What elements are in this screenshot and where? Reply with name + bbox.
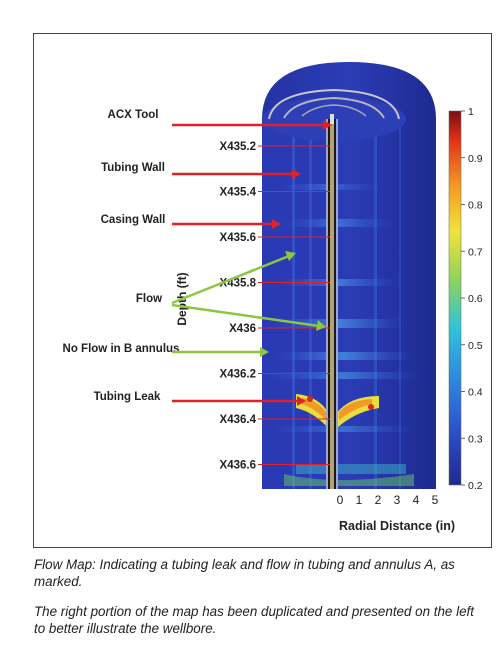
depth-tick-label: X435.8 xyxy=(220,278,257,290)
depth-tick-label: X435.6 xyxy=(220,232,256,244)
colorbar-tick-label: 0.4 xyxy=(468,387,483,399)
label-no-flow: No Flow in B annulus xyxy=(63,343,180,355)
flow-map-figure: X435.2 X435.4 X435.6 X435.8 X436 X436.2 X436.4… xyxy=(63,62,483,533)
colorbar-tick-label: 0.7 xyxy=(468,246,483,258)
caption-line-1: Flow Map: Indicating a tubing leak and f… xyxy=(34,557,455,589)
caption-line-2: The right portion of the map has been du… xyxy=(34,604,474,636)
radial-tick-label: 5 xyxy=(432,493,439,507)
colorbar-tick-label: 0.8 xyxy=(468,200,483,212)
depth-tick-label: X436.4 xyxy=(220,414,257,426)
radial-tick-label: 2 xyxy=(375,493,382,507)
label-acx-tool: ACX Tool xyxy=(108,109,159,121)
arrow-flow-tubing xyxy=(171,303,320,328)
colorbar xyxy=(448,110,462,486)
radial-tick-label: 0 xyxy=(337,493,344,507)
label-casing-wall: Casing Wall xyxy=(101,214,166,226)
depth-tick-label: X435.4 xyxy=(220,187,257,199)
depth-ticks: X435.2 X435.4 X435.6 X435.8 X436 X436.2 X436.4… xyxy=(220,141,257,472)
depth-tick-label: X436.6 xyxy=(220,460,256,472)
colorbar-tick-label: 0.6 xyxy=(468,293,483,305)
colorbar-tick-label: 0.5 xyxy=(468,340,483,352)
depth-tick-label: X436.2 xyxy=(220,369,256,381)
wellbore-cylinder xyxy=(262,62,436,489)
figure-frame: X435.2 X435.4 X435.6 X435.8 X436 X436.2 X436.4… xyxy=(33,33,492,548)
arrow-flow-annulus xyxy=(171,254,290,305)
colorbar-tick-label: 0.3 xyxy=(468,433,483,445)
colorbar-tick-label: 1 xyxy=(468,106,474,118)
colorbar-tick-label: 0.2 xyxy=(468,480,483,492)
radial-axis-title: Radial Distance (in) xyxy=(339,519,455,533)
depth-tick-label: X436 xyxy=(229,323,256,335)
radial-tick-label: 3 xyxy=(394,493,401,507)
label-tubing-leak: Tubing Leak xyxy=(94,391,161,403)
radial-tick-label: 4 xyxy=(413,493,420,507)
label-flow: Flow xyxy=(136,293,162,305)
annotation-arrows xyxy=(171,120,332,406)
depth-tick-label: X435.2 xyxy=(220,141,256,153)
radial-tick-label: 1 xyxy=(356,493,363,507)
colorbar-tick-label: 0.9 xyxy=(468,153,483,165)
label-tubing-wall: Tubing Wall xyxy=(101,162,165,174)
colorbar-ticks: 1 0.9 0.8 0.7 0.6 0.5 0.4 0.3 0.2 xyxy=(461,106,483,492)
